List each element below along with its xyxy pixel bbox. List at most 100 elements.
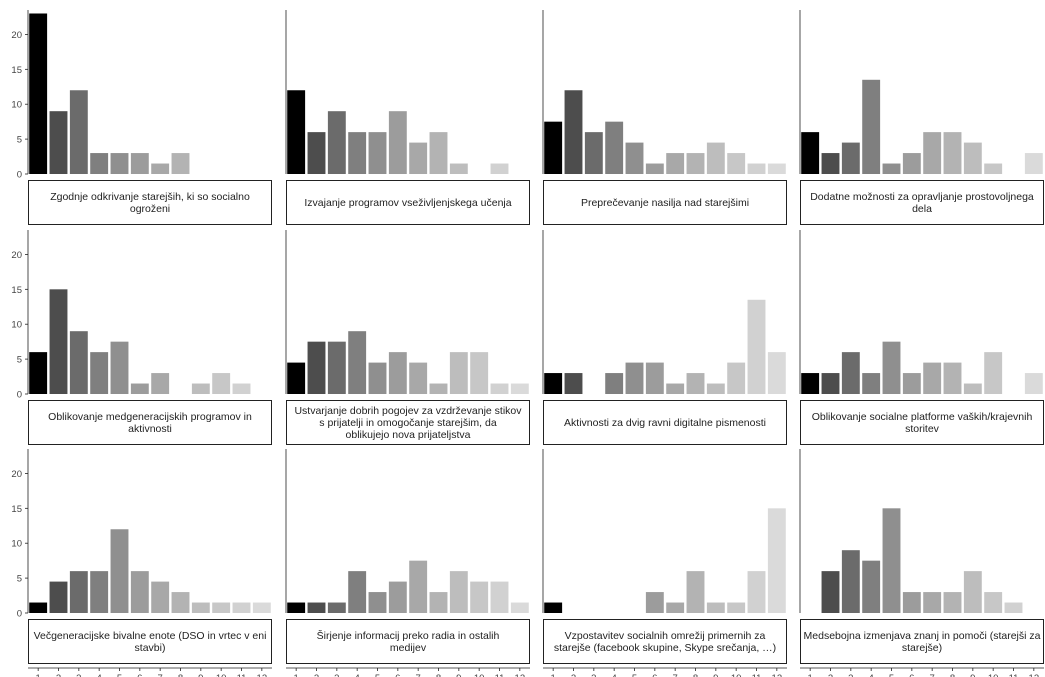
bar	[1024, 153, 1043, 174]
bar	[429, 383, 448, 394]
bar	[29, 13, 48, 174]
y-tick-label: 15	[11, 65, 22, 76]
bar	[388, 581, 407, 613]
bar	[605, 121, 624, 174]
bar	[1024, 373, 1043, 394]
bar	[923, 132, 942, 174]
bar	[686, 153, 705, 174]
bar	[388, 111, 407, 174]
strip-box	[800, 400, 1044, 445]
bar	[409, 142, 428, 174]
bar	[151, 163, 170, 174]
bar	[686, 373, 705, 394]
bar	[564, 90, 583, 174]
strip-label: dela	[912, 203, 932, 215]
bar	[327, 111, 346, 174]
bar	[348, 331, 367, 394]
strip-box	[286, 619, 530, 664]
facet-panel: Širjenje informacij preko radia in ostal…	[285, 449, 530, 677]
x-tick-label: 9	[198, 673, 203, 677]
x-tick-label: 2	[828, 673, 833, 677]
bar	[69, 571, 88, 613]
bar	[666, 602, 685, 613]
bar	[902, 592, 921, 613]
bar	[287, 90, 306, 174]
bar	[348, 132, 367, 174]
x-tick-label: 7	[673, 673, 678, 677]
bar	[69, 90, 88, 174]
strip-box	[800, 180, 1044, 225]
bar	[841, 142, 860, 174]
x-tick-label: 10	[731, 673, 742, 677]
strip-box	[543, 400, 787, 445]
strip-label: s prijatelji in omogočanje starejšim, da	[319, 417, 497, 429]
x-tick-label: 1	[294, 673, 299, 677]
bar	[821, 571, 840, 613]
bar	[963, 571, 982, 613]
strip-label: ogroženi	[130, 203, 170, 215]
bar	[287, 362, 306, 394]
bar	[882, 163, 901, 174]
strip-label: starejše)	[902, 642, 942, 654]
bar	[943, 362, 962, 394]
y-tick-label: 0	[17, 390, 22, 401]
y-tick-label: 20	[11, 469, 22, 480]
y-tick-label: 5	[17, 574, 22, 585]
strip-label: oblikujejo nova prijateljstva	[346, 429, 471, 441]
y-tick-label: 15	[11, 285, 22, 296]
strip-box	[28, 180, 272, 225]
bar	[747, 299, 766, 394]
facet-panel: Oblikovanje socialne platforme vaških/kr…	[799, 230, 1044, 445]
y-tick-label: 10	[11, 320, 22, 331]
strip-label: aktivnosti	[128, 423, 172, 435]
y-tick-label: 5	[17, 355, 22, 366]
strip-label: Dodatne možnosti za opravljanje prostovo…	[810, 191, 1034, 203]
bar	[706, 142, 725, 174]
x-tick-label: 6	[909, 673, 914, 677]
bar	[727, 362, 746, 394]
x-tick-label: 5	[632, 673, 637, 677]
x-tick-label: 6	[652, 673, 657, 677]
bar	[605, 373, 624, 394]
bar	[984, 163, 1003, 174]
x-tick-label: 8	[950, 673, 955, 677]
bar	[368, 362, 387, 394]
bar	[841, 550, 860, 613]
bar	[368, 592, 387, 613]
facet-panel: Vzpostavitev socialnih omrežij primernih…	[542, 449, 787, 677]
bar	[212, 373, 231, 394]
bar	[963, 383, 982, 394]
bar	[706, 383, 725, 394]
bar	[327, 602, 346, 613]
x-tick-label: 3	[848, 673, 853, 677]
strip-label: Vzpostavitev socialnih omrežij primernih…	[565, 630, 766, 642]
x-tick-label: 8	[436, 673, 441, 677]
x-tick-label: 7	[416, 673, 421, 677]
bar	[801, 132, 820, 174]
bar	[767, 163, 786, 174]
bar	[130, 571, 149, 613]
x-tick-label: 9	[970, 673, 975, 677]
bar	[841, 352, 860, 394]
x-tick-label: 5	[375, 673, 380, 677]
x-tick-label: 6	[395, 673, 400, 677]
bar	[902, 373, 921, 394]
facet-panel: Aktivnosti za dvig ravni digitalne pisme…	[542, 230, 787, 445]
strip-box	[28, 619, 272, 664]
strip-box	[543, 180, 787, 225]
bar	[110, 529, 129, 613]
x-tick-label: 1	[808, 673, 813, 677]
facet-panel: Izvajanje programov vseživljenjskega uče…	[285, 10, 530, 225]
facet-panel: 0 5 10 15 20 Oblikovanje medgeneracijskih pro…	[11, 230, 272, 445]
bar	[862, 373, 881, 394]
facet-panel: Preprečevanje nasilja nad starejšimi	[542, 10, 787, 225]
bar	[252, 602, 271, 613]
x-tick-label: 5	[889, 673, 894, 677]
bar	[984, 592, 1003, 613]
x-tick-label: 12	[772, 673, 783, 677]
bar	[232, 602, 251, 613]
bar	[666, 153, 685, 174]
y-tick-label: 20	[11, 250, 22, 261]
bar	[110, 153, 129, 174]
bar	[862, 79, 881, 174]
